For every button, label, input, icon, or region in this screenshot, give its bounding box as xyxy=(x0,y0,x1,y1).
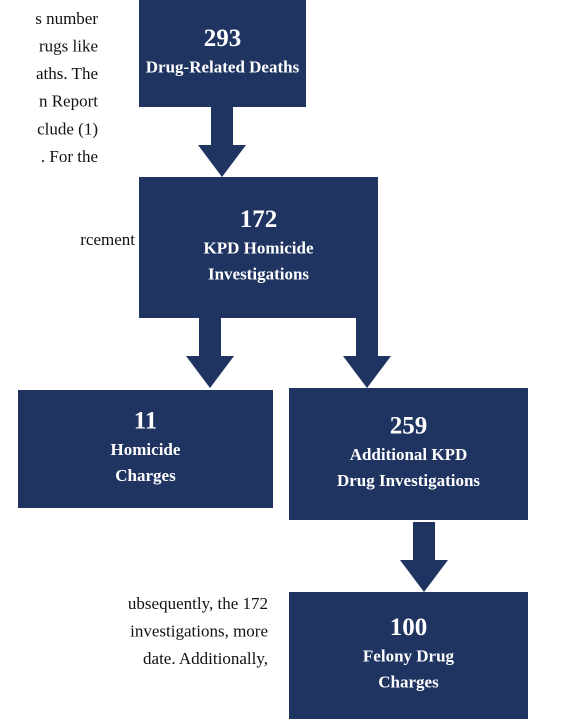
box-label: Additional KPD xyxy=(350,445,468,464)
flow-box xyxy=(289,592,528,719)
body-text: ubsequently, the 172 xyxy=(128,594,268,613)
body-text: clude (1) xyxy=(37,119,98,138)
body-text: s number xyxy=(35,9,98,28)
box-number: 293 xyxy=(204,25,242,52)
body-text: rcement xyxy=(80,230,135,249)
box-number: 11 xyxy=(134,408,158,435)
body-text: n Report xyxy=(39,92,98,111)
body-text: date. Additionally, xyxy=(143,649,268,668)
flow-box xyxy=(289,388,528,520)
box-label: Investigations xyxy=(208,264,309,283)
body-text: rugs like xyxy=(39,37,98,56)
box-label: Charges xyxy=(115,466,176,485)
body-text: aths. The xyxy=(36,64,98,83)
body-text: investigations, more xyxy=(130,622,268,641)
flow-box xyxy=(139,0,306,107)
box-label: Charges xyxy=(378,672,439,691)
flow-box xyxy=(18,390,273,508)
arrow xyxy=(186,318,234,388)
flow-box xyxy=(139,177,378,318)
box-label: KPD Homicide xyxy=(203,238,313,257)
box-number: 259 xyxy=(390,413,428,440)
arrow xyxy=(198,107,246,177)
box-label: Drug Investigations xyxy=(337,471,480,490)
box-number: 172 xyxy=(240,206,278,233)
box-label: Felony Drug xyxy=(363,646,455,665)
box-label: Drug-Related Deaths xyxy=(146,57,300,76)
arrow xyxy=(400,522,448,592)
body-text: . For the xyxy=(41,147,98,166)
arrow xyxy=(343,318,391,388)
arrows xyxy=(186,107,448,592)
box-label: Homicide xyxy=(111,440,181,459)
box-number: 100 xyxy=(390,614,428,641)
